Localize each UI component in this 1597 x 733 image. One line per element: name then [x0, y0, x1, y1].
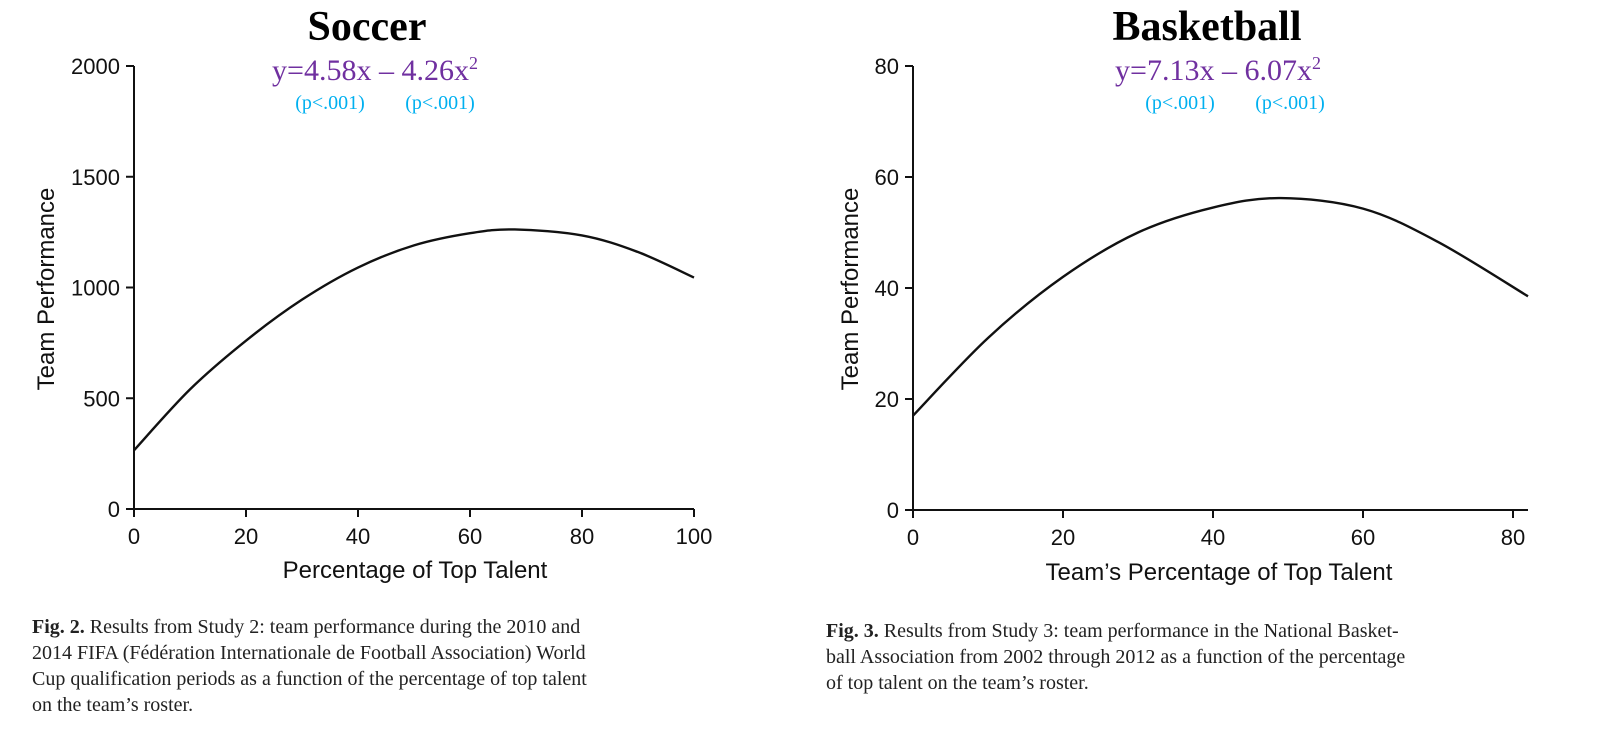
caption-line: on the team’s roster. [32, 694, 194, 716]
quadratic-fit-line [912, 196, 1529, 417]
x-tick-label: 80 [570, 524, 594, 549]
x-tick-label: 0 [907, 525, 919, 550]
y-tick-label: 500 [83, 386, 120, 411]
x-tick-label: 100 [676, 524, 713, 549]
caption-line: Fig. 2. Results from Study 2: team perfo… [32, 614, 712, 640]
x-tick-label: 0 [128, 524, 140, 549]
x-tick-label: 60 [458, 524, 482, 549]
y-tick-label: 1500 [71, 165, 120, 190]
basketball-chart: Basketball y=7.13x – 6.07x2 (p<.001) (p<… [837, 4, 1529, 586]
caption-line: Fig. 3. Results from Study 3: team perfo… [826, 618, 1546, 644]
caption-line: Cup qualification periods as a function … [32, 668, 587, 690]
regression-equation: y=4.58x – 4.26x2 [272, 53, 478, 87]
p-value-linear: (p<.001) [295, 92, 365, 114]
x-tick-label: 60 [1351, 525, 1375, 550]
chart-title: Soccer [308, 4, 427, 50]
regression-equation: y=7.13x – 6.07x2 [1115, 53, 1321, 87]
y-tick-label: 0 [108, 497, 120, 522]
axes [133, 66, 694, 510]
equation-text: y=4.58x – 4.26x [272, 54, 469, 87]
y-tick-label: 80 [875, 54, 899, 79]
y-axis-label: Team Performance [33, 188, 60, 391]
x-tick-label: 80 [1501, 525, 1525, 550]
y-tick-label: 20 [875, 387, 899, 412]
axes [912, 66, 1528, 511]
tick-group: 0 20 40 60 80 0 20 40 60 80 [875, 54, 1526, 550]
x-axis-label: Percentage of Top Talent [283, 557, 548, 584]
y-axis-label: Team Performance [837, 188, 864, 391]
y-tick-label: 40 [875, 276, 899, 301]
p-value-linear: (p<.001) [1145, 92, 1215, 114]
p-value-quadratic: (p<.001) [405, 92, 475, 114]
x-tick-label: 20 [1051, 525, 1075, 550]
quadratic-fit-line [133, 228, 695, 452]
figure-caption-basketball: Fig. 3. Results from Study 3: team perfo… [826, 618, 1546, 696]
caption-label: Fig. 2. [32, 616, 85, 638]
tick-group: 0 500 1000 1500 2000 0 20 40 60 80 100 [71, 54, 712, 549]
y-tick-label: 2000 [71, 54, 120, 79]
figure-caption-soccer: Fig. 2. Results from Study 2: team perfo… [32, 614, 712, 718]
y-tick-label: 1000 [71, 276, 120, 301]
y-tick-label: 0 [887, 498, 899, 523]
x-tick-label: 40 [346, 524, 370, 549]
soccer-chart: Soccer y=4.58x – 4.26x2 (p<.001) (p<.001… [33, 4, 712, 584]
y-tick-label: 60 [875, 165, 899, 190]
caption-line: 2014 FIFA (Fédération Internationale de … [32, 642, 586, 664]
chart-title: Basketball [1112, 4, 1301, 50]
caption-line: of top talent on the team’s roster. [826, 672, 1089, 694]
equation-exponent: 2 [469, 53, 478, 73]
equation-text: y=7.13x – 6.07x [1115, 54, 1312, 87]
caption-label: Fig. 3. [826, 620, 879, 642]
caption-text: Results from Study 2: team performance d… [89, 616, 581, 638]
x-tick-label: 20 [234, 524, 258, 549]
x-tick-label: 40 [1201, 525, 1225, 550]
x-axis-label: Team’s Percentage of Top Talent [1046, 559, 1393, 586]
p-value-quadratic: (p<.001) [1255, 92, 1325, 114]
caption-line: ball Association from 2002 through 2012 … [826, 646, 1406, 668]
equation-exponent: 2 [1312, 53, 1321, 73]
caption-text: Results from Study 3: team performance i… [883, 620, 1399, 642]
